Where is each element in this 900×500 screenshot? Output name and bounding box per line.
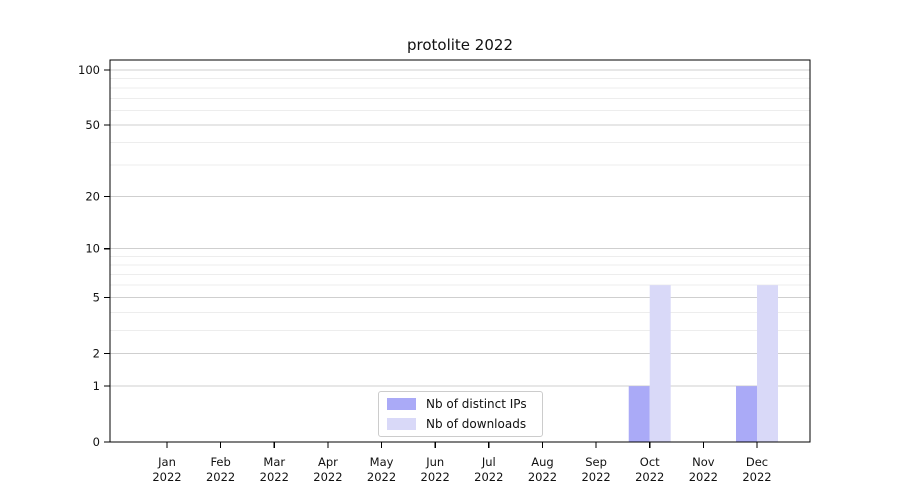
bar-distinct-ips [628,386,650,442]
x-tick-label-year: 2022 [474,470,503,484]
x-tick-label-year: 2022 [260,470,289,484]
x-tick-label-month: Mar [263,455,285,469]
x-tick-label-month: May [370,455,394,469]
x-tick-label-month: Jan [157,455,176,469]
legend-swatch-distinct-ips [387,398,416,410]
legend-item-distinct-ips: Nb of distinct IPs [379,396,542,413]
legend-item-downloads: Nb of downloads [379,416,542,433]
x-tick-label-month: Oct [640,455,660,469]
x-tick-label-year: 2022 [635,470,664,484]
plot-border [109,59,811,443]
y-tick-label: 0 [93,435,100,449]
x-tick-label-month: Apr [318,455,338,469]
x-tick-label-year: 2022 [313,470,342,484]
x-tick-label-month: Aug [531,455,553,469]
legend-label-downloads: Nb of downloads [426,417,527,431]
x-tick-label-year: 2022 [152,470,181,484]
x-tick-label-year: 2022 [581,470,610,484]
x-tick-label-year: 2022 [689,470,718,484]
bar-downloads [757,285,778,442]
y-tick-label: 50 [85,118,100,132]
x-tick-label-year: 2022 [206,470,235,484]
y-tick-label: 10 [85,242,100,256]
legend: Nb of distinct IPs Nb of downloads [378,391,543,437]
bar-downloads [649,285,671,442]
y-tick-label: 100 [78,63,100,77]
chart-title: protolite 2022 [407,36,513,54]
bar-distinct-ips [736,386,757,442]
x-tick-label-year: 2022 [528,470,557,484]
y-tick-label: 2 [93,346,100,360]
x-tick-label-month: Jul [481,455,496,469]
x-tick-label-year: 2022 [742,470,771,484]
x-tick-label-month: Sep [585,455,607,469]
x-tick-label-month: Dec [746,455,768,469]
legend-label-distinct-ips: Nb of distinct IPs [426,397,527,411]
x-tick-label-month: Feb [210,455,230,469]
y-tick-label: 1 [93,379,100,393]
y-tick-label: 5 [93,291,100,305]
x-tick-label-year: 2022 [367,470,396,484]
x-tick-label-month: Jun [425,455,444,469]
y-tick-label: 20 [85,190,100,204]
legend-swatch-downloads [387,418,416,430]
x-tick-label-month: Nov [692,455,715,469]
x-tick-label-year: 2022 [421,470,450,484]
